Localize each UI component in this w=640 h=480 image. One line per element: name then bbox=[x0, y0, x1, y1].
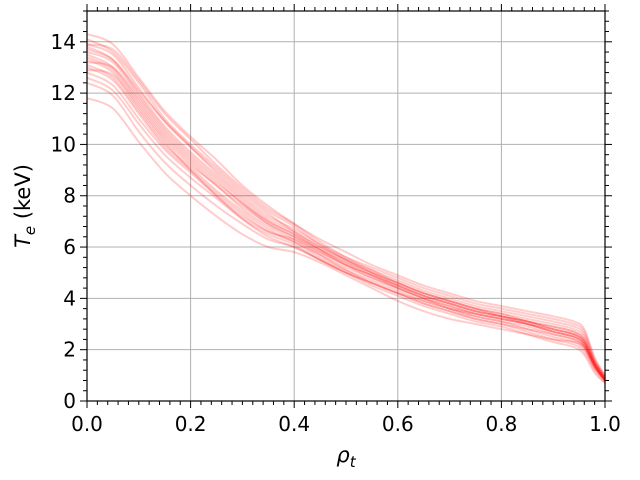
y-tick-label: 6 bbox=[63, 235, 76, 259]
y-tick-label: 10 bbox=[51, 132, 76, 156]
x-tick-label: 0.8 bbox=[485, 412, 517, 436]
te-profile-line bbox=[86, 69, 606, 382]
x-tick-label: 0.2 bbox=[175, 412, 207, 436]
te-profile-line bbox=[86, 58, 606, 384]
te-profile-line bbox=[86, 51, 606, 382]
te-profile-line bbox=[86, 61, 606, 382]
grid-lines bbox=[86, 11, 606, 402]
axis-ticks bbox=[80, 4, 612, 408]
x-tick-label: 0.6 bbox=[382, 412, 414, 436]
plot-frame bbox=[86, 10, 606, 402]
y-tick-label: 2 bbox=[63, 338, 76, 362]
x-tick-label: 0.4 bbox=[278, 412, 310, 436]
te-profile-line bbox=[86, 97, 606, 382]
te-profile-line bbox=[86, 71, 606, 379]
y-axis-label-unit: (keV) bbox=[11, 164, 35, 226]
y-tick-label: 12 bbox=[51, 81, 76, 105]
te-profile-line bbox=[86, 81, 606, 379]
x-tick-label: 0.0 bbox=[71, 412, 103, 436]
te-profile-series-group bbox=[86, 33, 606, 384]
y-tick-labels: 0 2 4 6 8 10 12 14 bbox=[51, 30, 76, 413]
x-axis-label-subscript: t bbox=[350, 453, 357, 471]
x-axis-label-symbol: ρ bbox=[336, 443, 350, 467]
te-profile-line bbox=[86, 53, 606, 382]
te-profile-line bbox=[86, 76, 606, 384]
te-profile-line bbox=[86, 46, 606, 379]
x-axis-label: ρt bbox=[336, 443, 356, 471]
y-tick-label: 0 bbox=[63, 389, 76, 413]
te-profile-line bbox=[86, 33, 606, 379]
te-profile-line bbox=[86, 63, 606, 382]
x-tick-label: 1.0 bbox=[589, 412, 621, 436]
te-profile-line bbox=[86, 43, 606, 376]
te-profile-line bbox=[86, 38, 606, 382]
x-tick-labels: 0.0 0.2 0.4 0.6 0.8 1.0 bbox=[71, 412, 621, 436]
te-profile-line bbox=[86, 43, 606, 376]
y-axis-label-symbol: T bbox=[11, 233, 35, 248]
te-profile-line bbox=[86, 56, 606, 379]
y-tick-label: 14 bbox=[51, 30, 76, 54]
y-axis-label-subscript: e bbox=[21, 226, 39, 235]
y-tick-label: 4 bbox=[63, 286, 76, 310]
te-profile-line bbox=[86, 66, 606, 382]
y-tick-label: 8 bbox=[63, 184, 76, 208]
y-axis-label: Te (keV) bbox=[11, 164, 39, 248]
te-profile-line bbox=[86, 48, 606, 379]
